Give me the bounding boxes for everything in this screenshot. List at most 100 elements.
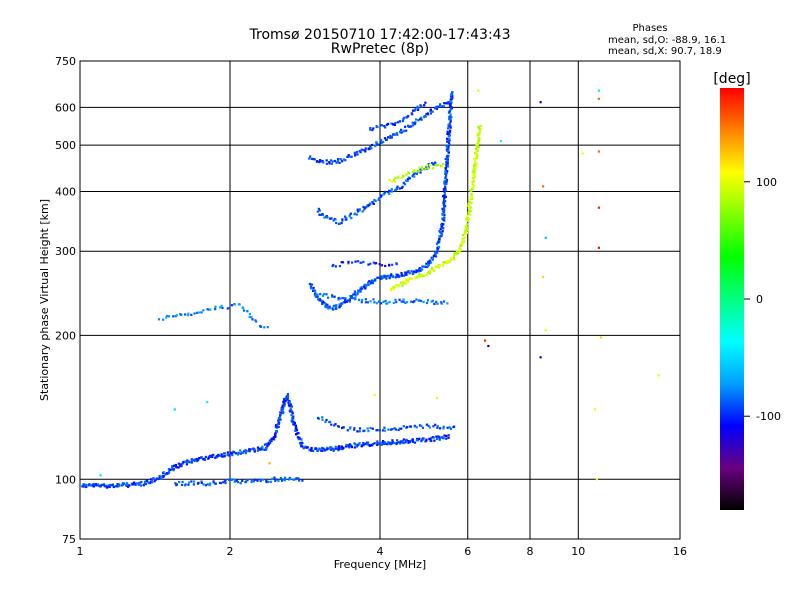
data-point xyxy=(356,153,359,156)
data-point xyxy=(405,173,408,176)
data-point xyxy=(280,479,284,482)
data-point xyxy=(375,141,378,144)
data-point xyxy=(415,118,418,121)
data-point xyxy=(460,248,463,251)
data-point xyxy=(236,481,239,484)
data-point xyxy=(308,157,311,160)
data-point xyxy=(339,297,342,300)
data-point xyxy=(437,105,440,108)
data-point xyxy=(383,426,386,429)
data-point xyxy=(361,210,364,213)
data-point xyxy=(324,215,328,218)
data-point xyxy=(411,438,414,441)
data-point xyxy=(98,484,101,487)
stats-x-mode: mean, sd,X: 90.7, 18.9 xyxy=(608,46,722,57)
data-point xyxy=(332,448,335,451)
data-point xyxy=(443,102,446,105)
data-point xyxy=(378,429,381,432)
data-point xyxy=(267,443,270,446)
data-point xyxy=(172,468,175,471)
data-point xyxy=(348,427,352,430)
data-point xyxy=(441,105,444,108)
data-point xyxy=(410,300,413,303)
data-point xyxy=(360,445,363,448)
data-point xyxy=(301,441,304,445)
data-point xyxy=(447,149,450,152)
data-point xyxy=(248,312,251,316)
data-point xyxy=(414,121,417,124)
data-point xyxy=(309,155,312,158)
data-point xyxy=(446,127,450,130)
data-point xyxy=(197,458,200,461)
data-point xyxy=(442,203,445,206)
data-point xyxy=(422,300,425,304)
data-point xyxy=(396,121,400,124)
data-point xyxy=(447,134,450,138)
data-point xyxy=(238,303,241,306)
data-point xyxy=(297,438,301,441)
data-point xyxy=(326,303,329,306)
data-point xyxy=(404,125,407,128)
data-point xyxy=(442,300,446,303)
data-point xyxy=(473,184,476,187)
data-point xyxy=(413,175,416,178)
data-point xyxy=(152,477,155,480)
data-point xyxy=(81,485,84,488)
data-point xyxy=(416,105,419,108)
data-point xyxy=(413,109,416,112)
data-point xyxy=(368,147,372,151)
data-point xyxy=(245,480,248,483)
data-point xyxy=(325,159,328,162)
data-point xyxy=(334,447,337,450)
data-point xyxy=(127,485,130,488)
y-tick-label: 500 xyxy=(55,139,76,152)
scatter-point xyxy=(599,336,602,339)
data-point xyxy=(384,126,387,129)
data-point xyxy=(448,131,452,134)
data-point xyxy=(377,300,381,303)
data-point xyxy=(352,297,355,300)
data-point xyxy=(390,190,394,193)
data-point xyxy=(369,128,372,131)
data-point xyxy=(369,126,372,130)
data-point xyxy=(212,481,215,484)
data-point xyxy=(278,415,281,419)
data-point xyxy=(428,426,431,429)
data-point xyxy=(477,146,480,149)
data-point xyxy=(446,302,449,305)
data-point xyxy=(310,287,314,290)
data-point xyxy=(172,315,175,318)
scatter-point xyxy=(484,339,487,342)
data-point xyxy=(274,432,277,435)
data-point xyxy=(362,205,365,209)
data-point xyxy=(335,221,338,225)
data-point xyxy=(473,175,476,178)
data-point xyxy=(187,481,191,484)
scatter-point xyxy=(542,185,545,188)
data-point xyxy=(475,147,478,151)
data-point xyxy=(286,393,289,396)
colorbar-label: [deg] xyxy=(713,71,750,87)
data-point xyxy=(187,312,190,315)
data-point xyxy=(461,233,465,236)
data-point xyxy=(462,240,466,243)
data-point xyxy=(432,163,435,166)
data-point xyxy=(345,443,348,446)
data-point xyxy=(411,113,414,116)
scatter-point xyxy=(593,408,596,411)
data-point xyxy=(402,182,405,185)
data-point xyxy=(474,161,477,164)
data-point xyxy=(464,226,467,229)
data-point xyxy=(420,105,423,108)
data-point xyxy=(443,193,447,196)
data-point xyxy=(433,302,436,305)
scatter-point xyxy=(597,97,600,100)
data-point xyxy=(321,294,324,297)
data-point xyxy=(380,124,383,127)
data-point xyxy=(439,427,442,430)
data-point xyxy=(450,258,453,261)
data-point xyxy=(259,448,262,451)
x-tick-label: 1 xyxy=(77,545,84,558)
data-point xyxy=(301,479,304,482)
data-point xyxy=(429,271,432,274)
